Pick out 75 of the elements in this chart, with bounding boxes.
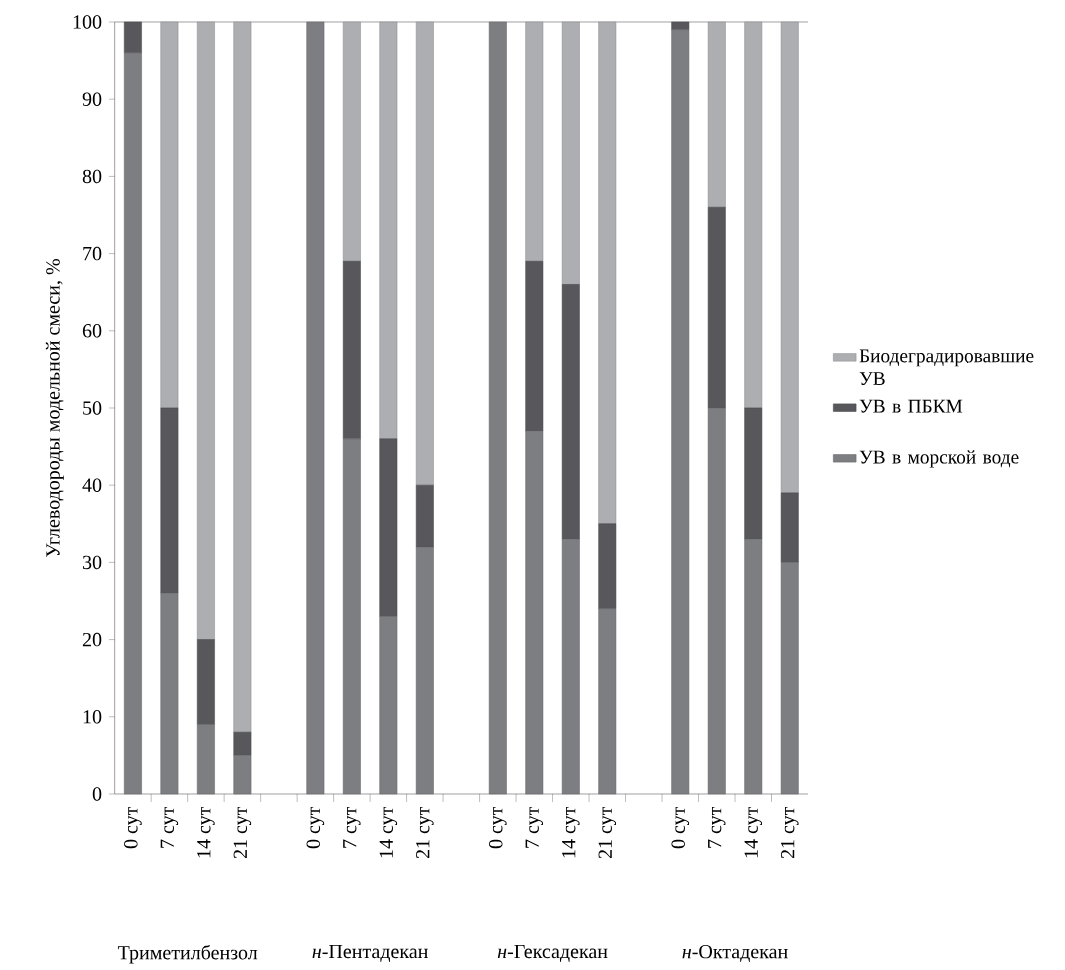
y-tick-label: 60 [82, 323, 102, 338]
bar [160, 21, 179, 409]
bar [415, 21, 434, 486]
x-tick-label: 7 сут [343, 806, 361, 848]
legend-label: Биодеградировавшие УВ [859, 349, 1034, 385]
legend-label: УВ в морской воде [859, 450, 1019, 468]
bar [525, 21, 544, 262]
bar [780, 492, 799, 563]
bar [525, 430, 544, 795]
bar [379, 21, 398, 440]
x-tick-label: 21 сут [598, 806, 617, 859]
text: н-Октадекан [682, 944, 788, 962]
x-tick-label: 21 сут [416, 806, 434, 859]
bar [744, 21, 763, 409]
bar [379, 438, 398, 617]
bar [561, 21, 580, 285]
y-tick-label: 30 [83, 555, 102, 570]
x-tick-label: 7 сут [160, 806, 179, 848]
bar [196, 21, 215, 640]
x-tick-label: 21 сут [233, 806, 252, 859]
legend-label: УВ в ПБКМ [859, 399, 963, 413]
y-tick-label: 100 [73, 15, 102, 29]
bar [561, 284, 580, 540]
x-tick-label: 0 сут [489, 806, 507, 849]
bar [342, 21, 361, 262]
bar [488, 21, 507, 795]
x-tick-label: 14 сут [379, 806, 398, 858]
bar [744, 407, 763, 540]
x-tick-label: 21 сут [780, 806, 799, 859]
bar [598, 523, 617, 609]
bar [379, 616, 398, 795]
bar [196, 639, 215, 725]
y-tick-label: 50 [83, 401, 102, 415]
x-tick-label: 7 сут [708, 806, 726, 848]
bar [233, 21, 252, 733]
bar [233, 731, 252, 756]
x-tick-label: 0 сут [124, 806, 142, 849]
x-tick-label: 14 сут [562, 806, 580, 858]
y-tick-label: 70 [83, 246, 102, 261]
y-axis-title: Углеводороды модельной смеси, % [45, 259, 64, 557]
x-tick-label: 0 сут [306, 806, 325, 849]
y-tick-label: 0 [92, 787, 102, 801]
x-tick-label: 14 сут [744, 806, 763, 858]
bar [196, 724, 215, 795]
text: н-Гексадекан [497, 944, 608, 962]
x-tick-label: 7 сут [525, 806, 544, 848]
y-tick-label: 20 [82, 632, 102, 647]
bar [561, 538, 580, 795]
bar [342, 260, 361, 440]
bar [707, 21, 726, 208]
bar [744, 538, 763, 795]
bar [780, 562, 799, 795]
bar [598, 21, 617, 524]
bar [123, 52, 142, 795]
bar [707, 206, 726, 409]
bar [415, 546, 434, 795]
bar [780, 21, 799, 494]
bar [342, 438, 361, 795]
y-tick-label: 90 [82, 92, 102, 106]
y-tick-label: 40 [82, 478, 102, 492]
bar [707, 407, 726, 795]
y-tick-label: 80 [82, 169, 102, 184]
y-tick-label: 10 [83, 709, 102, 724]
bar [598, 608, 617, 795]
bar [306, 21, 325, 795]
text: н-Пентадекан [312, 944, 428, 962]
bar [160, 407, 179, 594]
bar [525, 260, 544, 432]
bar [671, 29, 690, 795]
text: Триметилбензол [117, 944, 258, 964]
bar [415, 484, 434, 548]
x-tick-label: 0 сут [671, 806, 690, 849]
bar [160, 592, 179, 795]
x-tick-label: 14 сут [197, 806, 215, 858]
bar [233, 755, 252, 795]
